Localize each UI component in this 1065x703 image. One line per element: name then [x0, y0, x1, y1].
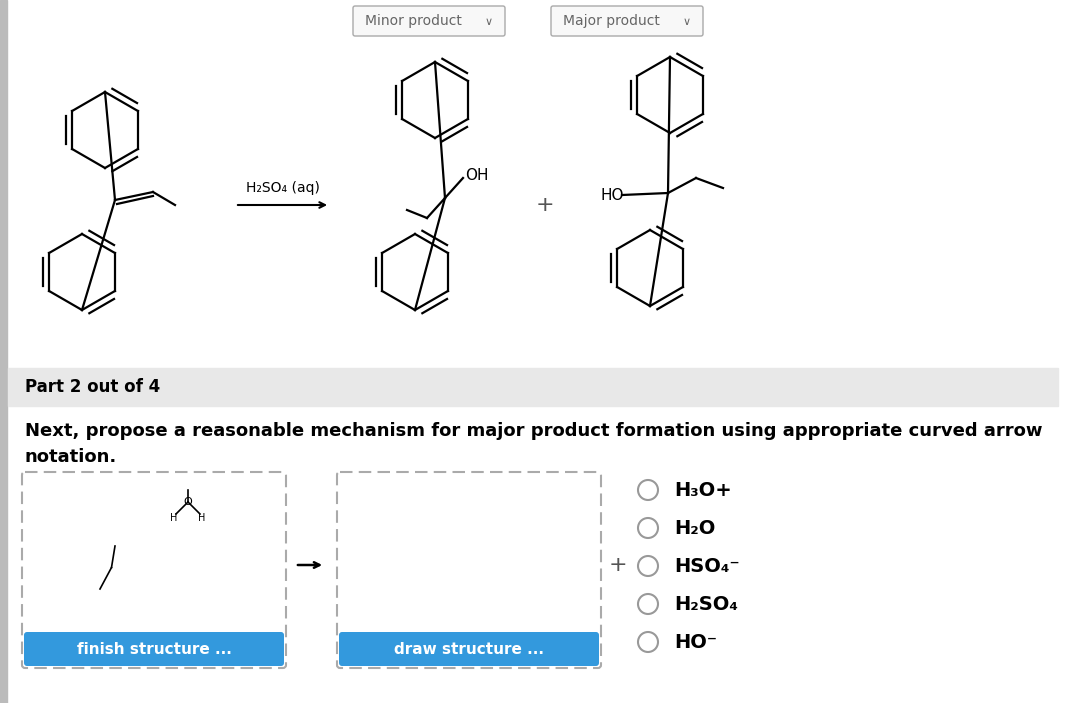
Text: Next, propose a reasonable mechanism for major product formation using appropria: Next, propose a reasonable mechanism for…	[24, 422, 1043, 440]
FancyBboxPatch shape	[551, 6, 703, 36]
FancyBboxPatch shape	[24, 632, 284, 666]
Text: OH: OH	[465, 169, 489, 183]
Text: H: H	[198, 513, 206, 523]
Text: H₂O: H₂O	[674, 519, 716, 538]
Text: H₃O+: H₃O+	[674, 480, 732, 500]
Text: Minor product: Minor product	[365, 14, 462, 28]
Text: ∨: ∨	[485, 17, 493, 27]
Text: HO: HO	[600, 188, 623, 202]
Bar	[0, 0, 7, 703]
FancyBboxPatch shape	[339, 632, 599, 666]
Text: Part 2 out of 4: Part 2 out of 4	[24, 378, 160, 396]
Text: HO⁻: HO⁻	[674, 633, 717, 652]
Text: Major product: Major product	[563, 14, 660, 28]
Text: +: +	[609, 555, 627, 575]
Text: +: +	[536, 195, 554, 215]
Text: HSO₄⁻: HSO₄⁻	[674, 557, 739, 576]
Text: ∨: ∨	[683, 17, 691, 27]
Text: H₂SO₄: H₂SO₄	[674, 595, 738, 614]
Text: notation.: notation.	[24, 448, 117, 466]
FancyBboxPatch shape	[337, 472, 601, 668]
FancyBboxPatch shape	[353, 6, 505, 36]
Text: H: H	[170, 513, 178, 523]
Text: draw structure ...: draw structure ...	[394, 642, 544, 657]
Bar	[9, 368, 1058, 406]
Text: finish structure ...: finish structure ...	[77, 642, 231, 657]
Text: O: O	[183, 497, 193, 507]
FancyBboxPatch shape	[22, 472, 286, 668]
Text: H₂SO₄ (aq): H₂SO₄ (aq)	[246, 181, 320, 195]
